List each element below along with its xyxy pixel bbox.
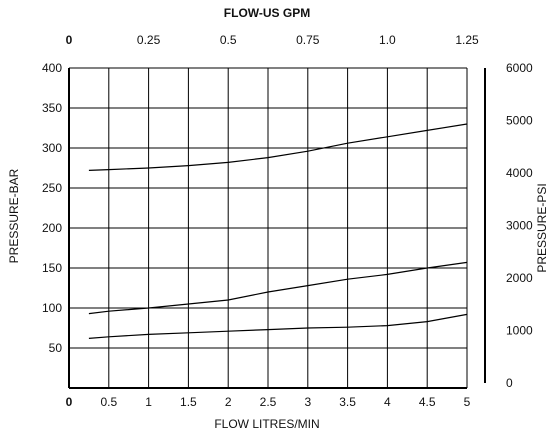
top-tick-label: 0 — [66, 33, 73, 47]
top-axis-ticks: 0 0.25 0.5 0.75 1.0 1.25 — [66, 33, 479, 47]
top-tick-label: 0.5 — [220, 33, 237, 47]
top-tick-label: 1.25 — [455, 33, 479, 47]
top-tick-label: 1.0 — [379, 33, 396, 47]
top-tick-label: 0.25 — [137, 33, 161, 47]
top-tick-label: 0.75 — [296, 33, 320, 47]
x-tick-label: 4 — [384, 395, 391, 409]
series-group — [88, 123, 468, 339]
y-tick-label: 200 — [42, 221, 62, 235]
series-line-3 — [88, 313, 468, 339]
x-tick-label: 3.5 — [339, 395, 356, 409]
right-tick-label: 6000 — [506, 61, 533, 75]
y-tick-label: 400 — [42, 61, 62, 75]
top-axis-title: FLOW-US GPM — [224, 6, 310, 20]
x-axis-title: FLOW LITRES/MIN — [214, 417, 319, 431]
x-tick-label: 0 — [66, 395, 73, 409]
x-tick-label: 5 — [464, 395, 471, 409]
right-tick-label: 3000 — [506, 219, 533, 233]
right-tick-label: 4000 — [506, 166, 533, 180]
y-tick-label: 100 — [42, 301, 62, 315]
y-tick-label: 300 — [42, 141, 62, 155]
y-tick-label: 50 — [49, 341, 63, 355]
y-tick-label: 350 — [42, 101, 62, 115]
x-tick-label: 4.5 — [419, 395, 436, 409]
y-tick-label: 150 — [42, 261, 62, 275]
right-axis-title: PRESSURE-PSI — [535, 183, 549, 272]
series-line-2 — [88, 261, 468, 315]
x-tick-label: 2 — [225, 395, 232, 409]
x-tick-label: 3 — [304, 395, 311, 409]
x-tick-label: 0.5 — [100, 395, 117, 409]
x-tick-label: 2.5 — [260, 395, 277, 409]
y-axis-title: PRESSURE-BAR — [7, 168, 21, 263]
grid — [68, 67, 468, 389]
right-tick-label: 1000 — [506, 324, 533, 338]
x-tick-label: 1 — [145, 395, 152, 409]
y-tick-label: 250 — [42, 181, 62, 195]
y-axis-ticks: 50 100 150 200 250 300 350 400 — [42, 61, 62, 355]
x-axis-ticks: 0 0.5 1 1.5 2 2.5 3 3.5 4 4.5 5 — [66, 395, 471, 409]
series-line-1 — [88, 123, 468, 171]
right-tick-label: 0 — [506, 376, 513, 390]
x-tick-label: 1.5 — [180, 395, 197, 409]
right-axis-ticks: 0 1000 2000 3000 4000 5000 6000 — [506, 61, 533, 390]
right-tick-label: 5000 — [506, 114, 533, 128]
right-tick-label: 2000 — [506, 271, 533, 285]
